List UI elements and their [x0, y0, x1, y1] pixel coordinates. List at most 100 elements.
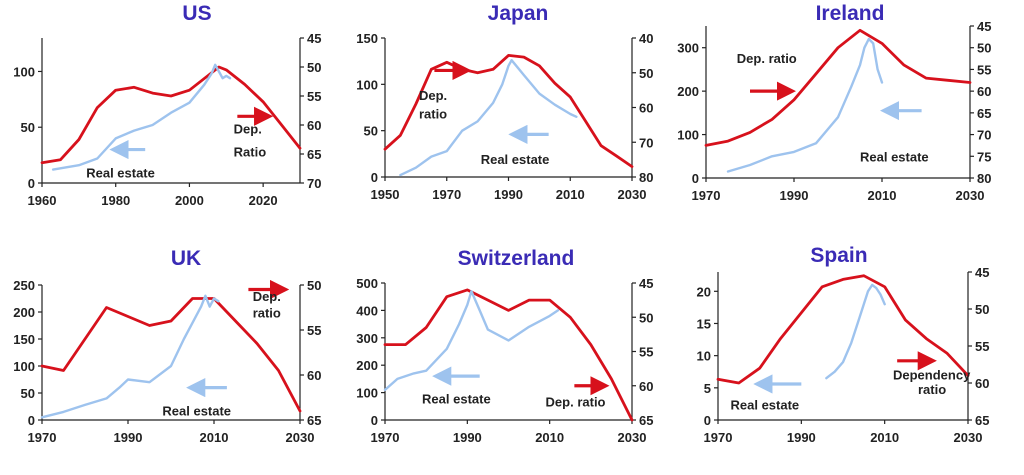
y-tick-left-label: 500	[356, 276, 378, 291]
y-tick-left-label: 200	[13, 305, 35, 320]
x-tick-label: 2030	[954, 430, 983, 445]
annotation-label: ratio	[918, 382, 946, 397]
y-tick-left-label: 50	[364, 124, 378, 139]
y-tick-left-label: 15	[697, 316, 711, 331]
y-tick-right-label: 50	[639, 66, 653, 81]
real-estate-line	[51, 63, 232, 171]
y-tick-right-label: 50	[639, 310, 653, 325]
x-tick-label: 1980	[101, 193, 130, 208]
y-tick-right-label: 60	[639, 101, 653, 116]
y-tick-right-label: 70	[977, 128, 991, 143]
annotation-label: Dep. ratio	[546, 394, 606, 409]
dependency-ratio-line	[383, 288, 634, 422]
dependency-ratio-line	[40, 297, 302, 413]
annotation-label: Real estate	[422, 392, 491, 407]
y-tick-left-label: 0	[704, 413, 711, 428]
x-tick-label: 2030	[286, 430, 315, 445]
y-tick-right-label: 55	[975, 339, 989, 354]
y-tick-left-label: 10	[697, 349, 711, 364]
annotation-label: ratio	[419, 107, 447, 122]
x-tick-label: 2020	[249, 193, 278, 208]
y-tick-left-label: 150	[13, 332, 35, 347]
x-tick-label: 1970	[371, 430, 400, 445]
y-tick-right-label: 50	[307, 60, 321, 75]
real-estate-line	[40, 294, 220, 419]
chart-title: US	[182, 2, 211, 25]
y-tick-right-label: 50	[977, 41, 991, 56]
real-estate-line	[825, 283, 886, 380]
chart-panel-switzerland: Switzerland 0 100 200 300 400 500 45 50 55 60 65 197…	[356, 247, 653, 445]
annotation-label: Dep.	[234, 122, 262, 137]
x-tick-label: 2010	[535, 430, 564, 445]
x-tick-label: 1970	[692, 188, 721, 203]
y-tick-right-label: 60	[975, 376, 989, 391]
chart-title: Spain	[810, 244, 867, 267]
annotation-label: Real estate	[860, 149, 929, 164]
x-tick-label: 2010	[200, 430, 229, 445]
chart-title: Ireland	[816, 2, 885, 25]
dependency-ratio-line	[383, 54, 634, 169]
chart-panel-japan: Japan 0 50 100 150 40 50 60 70 80 1950 1970 1990 2010…	[356, 2, 653, 202]
y-tick-right-label: 60	[307, 368, 321, 383]
y-tick-right-label: 55	[977, 62, 991, 77]
y-tick-right-label: 70	[307, 176, 321, 191]
y-tick-right-label: 80	[639, 170, 653, 185]
y-tick-right-label: 45	[307, 31, 321, 46]
y-tick-left-label: 5	[704, 381, 711, 396]
x-tick-label: 2030	[618, 187, 647, 202]
y-tick-left-label: 200	[677, 84, 699, 99]
y-tick-right-label: 55	[307, 323, 321, 338]
chart-panel-spain: Spain 0 5 10 15 20 45 50 55 60 65 1970 1990 2010 2030 R…	[697, 244, 990, 445]
chart-panel-uk: UK 0 50 100 150 200 250 50 55 60 65 1970 1990 2010 203…	[13, 247, 321, 445]
x-tick-label: 1960	[28, 193, 57, 208]
x-tick-label: 1990	[114, 430, 143, 445]
y-tick-left-label: 0	[28, 413, 35, 428]
x-tick-label: 2030	[618, 430, 647, 445]
y-tick-left-label: 0	[371, 170, 378, 185]
y-tick-left-label: 0	[28, 176, 35, 191]
y-tick-left-label: 0	[371, 413, 378, 428]
y-tick-left-label: 50	[21, 386, 35, 401]
annotation-label: Real estate	[162, 404, 231, 419]
y-tick-left-label: 100	[356, 77, 378, 92]
y-tick-right-label: 55	[639, 345, 653, 360]
x-tick-label: 2000	[175, 193, 204, 208]
y-tick-left-label: 300	[356, 331, 378, 346]
x-tick-label: 2010	[870, 430, 899, 445]
x-tick-label: 2010	[556, 187, 585, 202]
x-tick-label: 1970	[28, 430, 57, 445]
annotation-label: Real estate	[481, 152, 550, 167]
chart-title: Japan	[488, 2, 549, 25]
y-tick-right-label: 60	[307, 118, 321, 133]
annotation-label: Dep. ratio	[737, 51, 797, 66]
y-tick-right-label: 45	[977, 19, 991, 34]
y-tick-left-label: 100	[677, 128, 699, 143]
annotation-label: Real estate	[86, 165, 155, 180]
y-tick-left-label: 250	[13, 278, 35, 293]
real-estate-line	[726, 37, 884, 173]
dependency-ratio-line	[716, 274, 970, 385]
y-tick-left-label: 400	[356, 303, 378, 318]
x-tick-label: 1990	[787, 430, 816, 445]
y-tick-right-label: 55	[307, 89, 321, 104]
annotation-label: Dep.	[419, 88, 447, 103]
y-tick-left-label: 150	[356, 31, 378, 46]
x-tick-label: 1970	[704, 430, 733, 445]
y-tick-right-label: 70	[639, 135, 653, 150]
y-tick-left-label: 100	[13, 64, 35, 79]
y-tick-right-label: 65	[977, 106, 991, 121]
y-tick-left-label: 50	[21, 120, 35, 135]
annotation-label: ratio	[253, 305, 281, 320]
y-tick-right-label: 65	[975, 413, 989, 428]
y-tick-right-label: 65	[307, 413, 321, 428]
x-tick-label: 2030	[956, 188, 985, 203]
y-tick-right-label: 60	[639, 379, 653, 394]
real-estate-line	[399, 59, 578, 177]
y-tick-left-label: 100	[356, 386, 378, 401]
y-tick-right-label: 50	[307, 278, 321, 293]
y-tick-left-label: 300	[677, 41, 699, 56]
dependency-ratio-line	[40, 65, 302, 165]
y-tick-right-label: 75	[977, 149, 991, 164]
x-tick-label: 1990	[453, 430, 482, 445]
y-tick-right-label: 40	[639, 31, 653, 46]
